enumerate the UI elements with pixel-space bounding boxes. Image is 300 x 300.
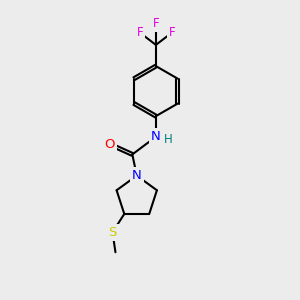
- Text: S: S: [108, 226, 117, 239]
- Text: O: O: [104, 138, 115, 151]
- Text: F: F: [153, 17, 159, 30]
- Text: N: N: [151, 130, 161, 143]
- Text: F: F: [169, 26, 175, 39]
- Text: H: H: [164, 133, 172, 146]
- Text: F: F: [136, 26, 143, 39]
- Text: N: N: [132, 169, 142, 182]
